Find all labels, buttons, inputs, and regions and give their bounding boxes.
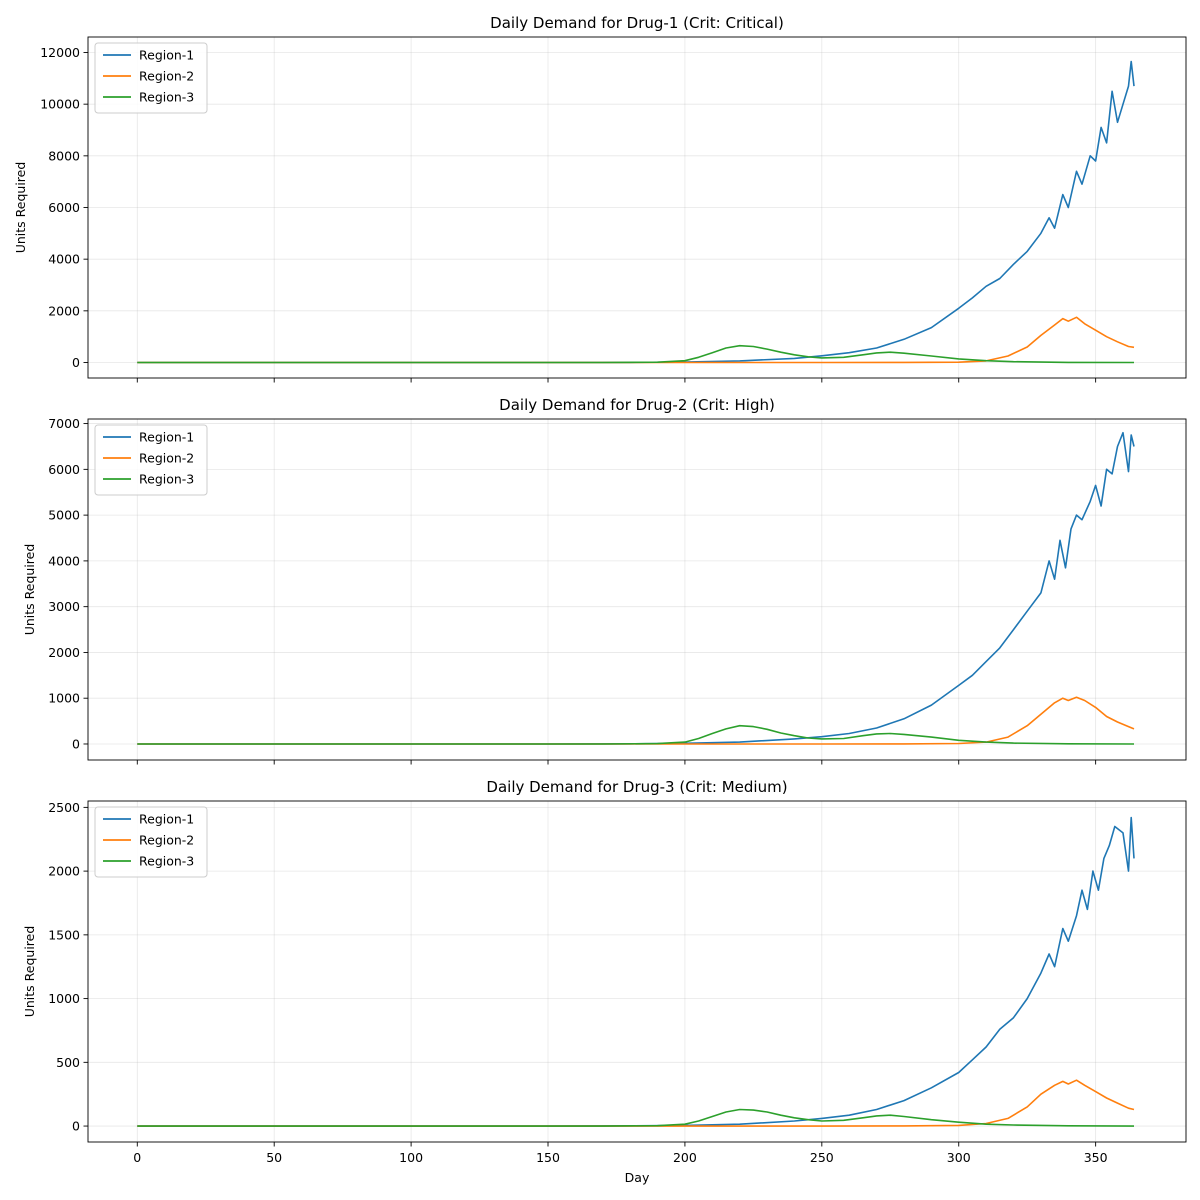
y-tick-label: 2500 [48,800,80,815]
x-tick-label: 200 [673,1150,697,1165]
y-tick-label: 4000 [48,252,80,267]
chart-title: Daily Demand for Drug-3 (Crit: Medium) [486,778,787,796]
x-tick-label: 0 [133,1150,141,1165]
legend-label: Region-3 [139,472,194,487]
x-tick-label: 300 [947,1150,971,1165]
x-tick-label: 350 [1084,1150,1108,1165]
y-tick-label: 2000 [48,645,80,660]
legend: Region-1 Region-2 Region-3 [94,42,208,114]
series-line-region-2 [137,696,1135,745]
y-axis-label: Units Required [22,926,37,1018]
chart-title: Daily Demand for Drug-1 (Crit: Critical) [490,14,784,32]
y-tick-label: 10000 [40,97,80,112]
y-tick-label: 2000 [48,303,80,318]
legend-label: Region-1 [139,812,194,827]
legend-label: Region-2 [139,833,194,848]
series-line-region-2 [137,316,1135,364]
y-tick-label: 6000 [48,462,80,477]
series-line-region-1 [137,60,1135,364]
y-tick-label: 2000 [48,864,80,879]
series-line-region-3 [137,1108,1135,1127]
x-tick-label: 50 [266,1150,282,1165]
y-tick-label: 500 [56,1055,80,1070]
y-tick-label: 12000 [40,45,80,60]
y-tick-label: 8000 [48,148,80,163]
y-tick-label: 3000 [48,599,80,614]
axes-frame [87,800,1187,1143]
chart-panel-2: 0 1000 2000 3000 4000 5000 6000 7000 Daily Deman… [22,396,1187,765]
y-tick-label: 1000 [48,991,80,1006]
legend-label: Region-3 [139,854,194,869]
x-tick-label: 100 [399,1150,423,1165]
series-line-region-3 [137,724,1135,745]
chart-panel-1: 0 2000 4000 6000 8000 10000 12000 Daily Demand … [13,14,1187,383]
y-tick-label: 1000 [48,691,80,706]
y-tick-label: 7000 [48,416,80,431]
y-axis-label: Units Required [22,544,37,636]
chart-title: Daily Demand for Drug-2 (Crit: High) [499,396,775,414]
legend: Region-1 Region-2 Region-3 [94,424,208,496]
legend-label: Region-1 [139,48,194,63]
y-axis-label: Units Required [13,162,28,254]
legend-label: Region-2 [139,69,194,84]
axes-frame [87,418,1187,761]
x-tick-label: 250 [810,1150,834,1165]
legend: Region-1 Region-2 Region-3 [94,806,208,878]
x-axis-label: Day [625,1170,650,1185]
legend-label: Region-1 [139,430,194,445]
legend-label: Region-3 [139,90,194,105]
series-line-region-2 [137,1079,1135,1127]
y-tick-label: 6000 [48,200,80,215]
x-tick-label: 150 [536,1150,560,1165]
y-tick-label: 0 [72,1119,80,1134]
y-tick-label: 0 [72,736,80,751]
series-line-region-1 [137,816,1135,1127]
y-tick-label: 0 [72,355,80,370]
y-tick-label: 5000 [48,508,80,523]
chart-panel-3: 0 50 100 150 200 250 300 350 0 500 1000 1500 2000 250… [22,778,1187,1185]
y-tick-label: 1500 [48,927,80,942]
series-line-region-3 [137,344,1135,364]
series-line-region-1 [137,431,1135,745]
y-tick-label: 4000 [48,553,80,568]
legend-label: Region-2 [139,451,194,466]
